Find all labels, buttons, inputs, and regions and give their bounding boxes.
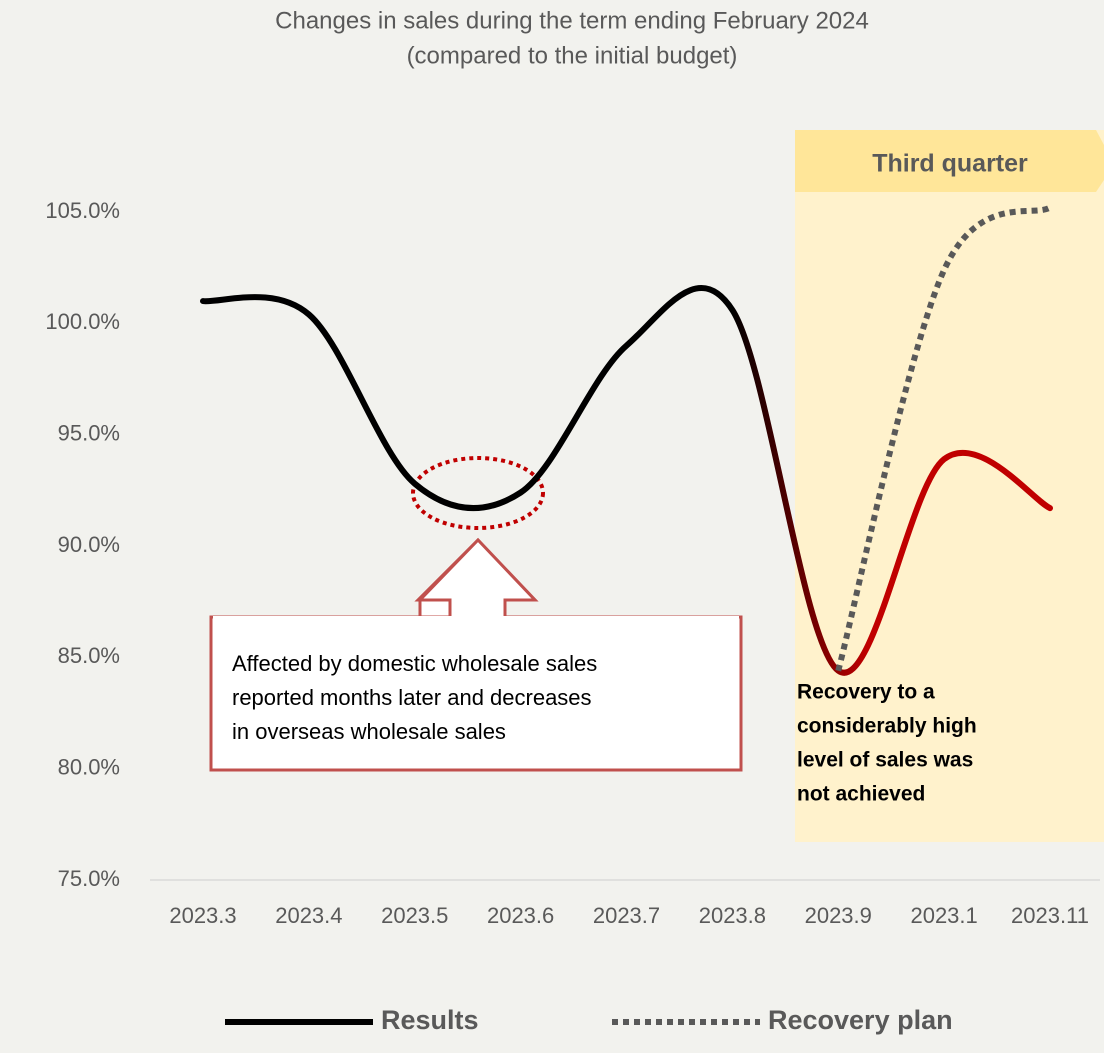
x-tick-label: 2023.5	[381, 903, 448, 928]
y-tick-label: 80.0%	[58, 754, 120, 779]
x-tick-label: 2023.6	[487, 903, 554, 928]
y-tick-label: 95.0%	[58, 420, 120, 445]
chart-subtitle: (compared to the initial budget)	[407, 42, 738, 69]
note-text: level of sales was	[797, 749, 973, 772]
y-tick-label: 75.0%	[58, 866, 120, 891]
x-tick-label: 2023.1	[910, 903, 977, 928]
highlight-ellipse	[411, 456, 545, 530]
legend-label: Results	[381, 1005, 479, 1035]
x-tick-label: 2023.3	[169, 903, 236, 928]
x-tick-label: 2023.7	[593, 903, 660, 928]
y-tick-label: 85.0%	[58, 643, 120, 668]
callout-text: Affected by domestic wholesale sales	[232, 651, 597, 676]
quarter-band	[795, 130, 1104, 842]
callout-text: reported months later and decreases	[232, 685, 592, 710]
quarter-label: Third quarter	[872, 150, 1028, 178]
quarter-header	[795, 130, 1104, 192]
y-tick-label: 100.0%	[45, 309, 120, 334]
series-line	[200, 285, 1053, 676]
callout-join	[213, 616, 739, 624]
legend-label: Recovery plan	[768, 1005, 953, 1035]
callout-arrow	[416, 537, 539, 620]
chart-title: Changes in sales during the term ending …	[275, 7, 869, 34]
x-tick-label: 2023.9	[805, 903, 872, 928]
y-tick-label: 105.0%	[45, 198, 120, 223]
note-text: not achieved	[797, 783, 925, 806]
series-line	[835, 204, 1052, 672]
x-tick-label: 2023.4	[275, 903, 342, 928]
x-tick-label: 2023.11	[1011, 903, 1089, 928]
y-tick-label: 90.0%	[58, 532, 120, 557]
x-tick-label: 2023.8	[699, 903, 766, 928]
note-text: Recovery to a	[797, 681, 935, 704]
callout-text: in overseas wholesale sales	[232, 719, 506, 744]
note-text: considerably high	[797, 715, 977, 738]
